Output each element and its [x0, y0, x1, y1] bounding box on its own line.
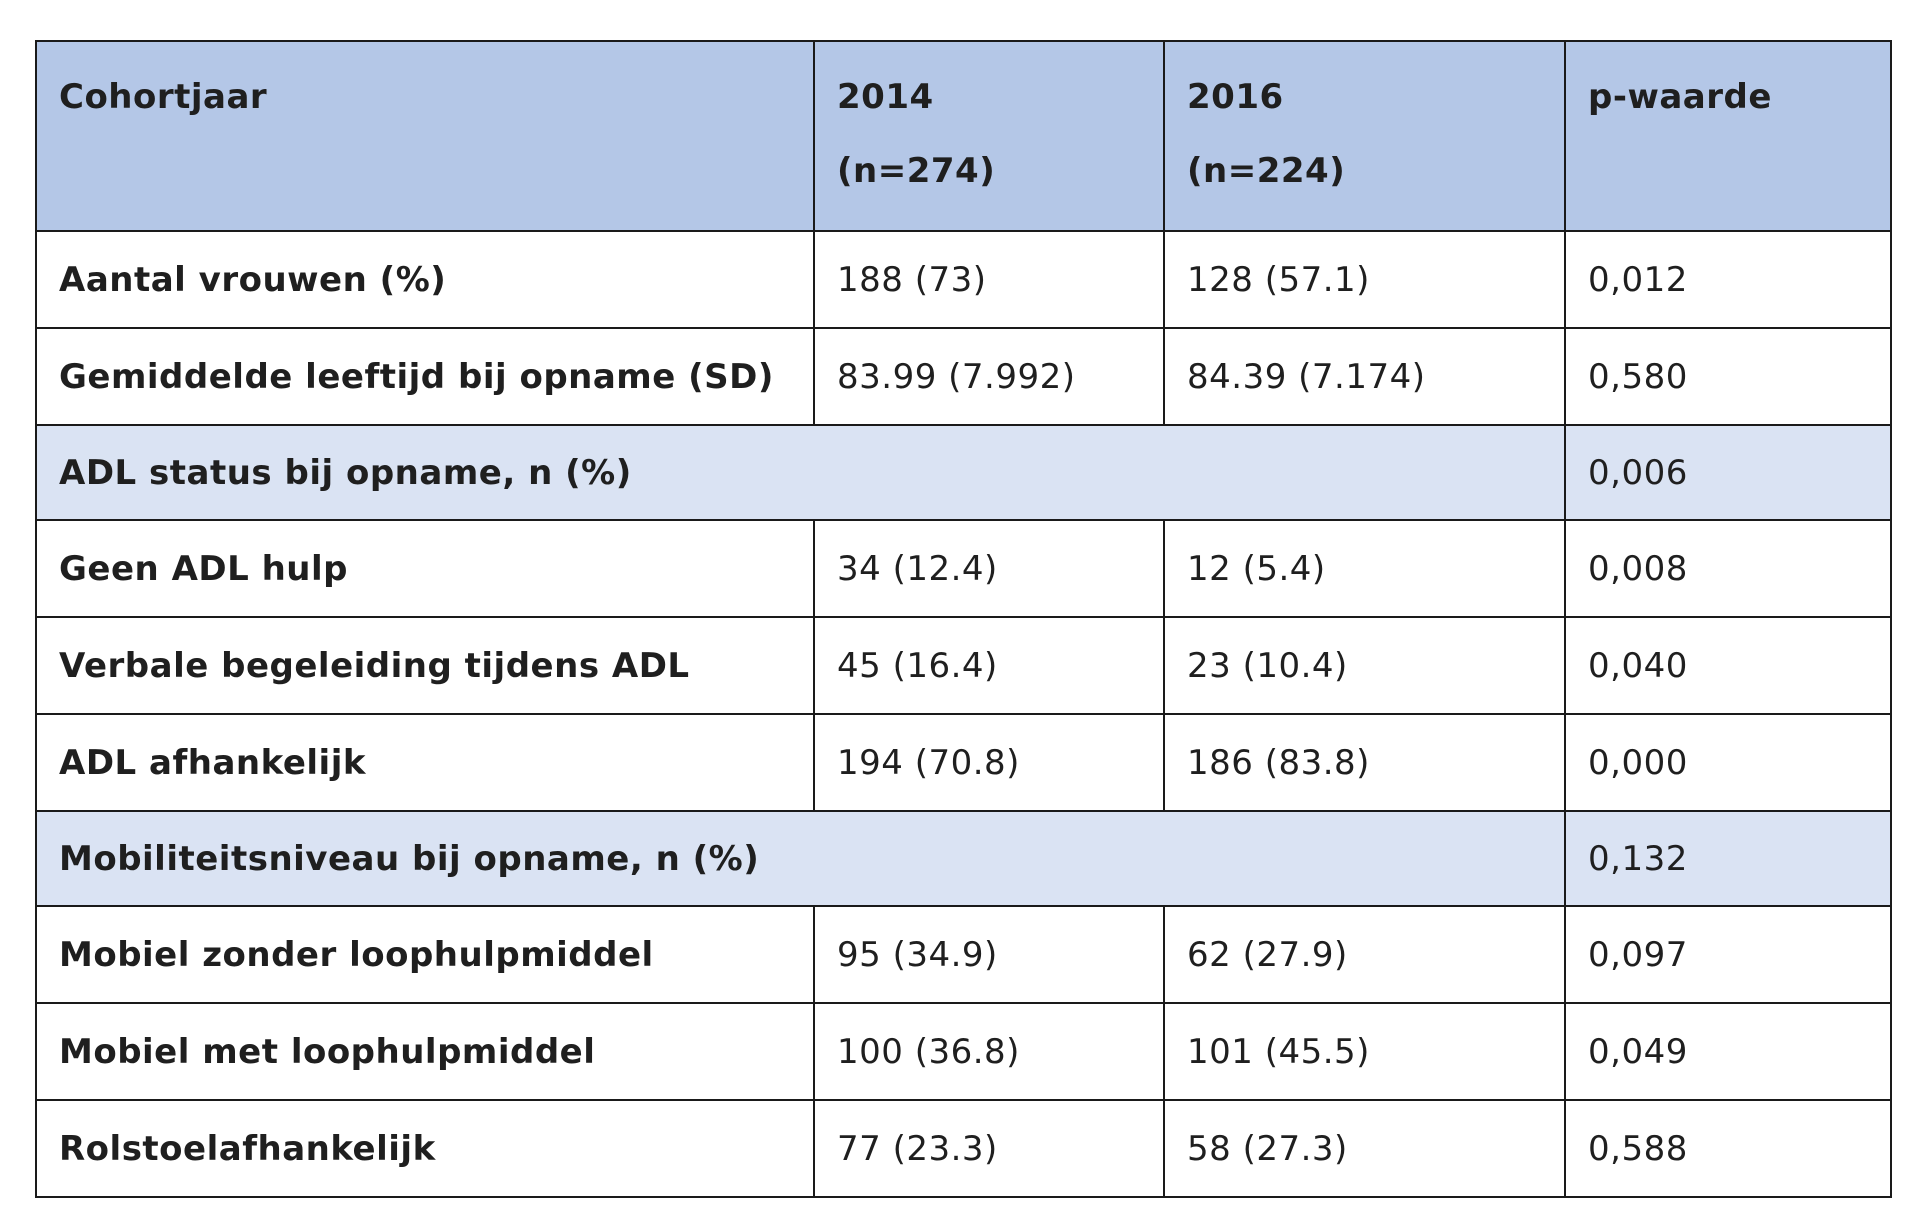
cell-p-value: 0,588	[1564, 1099, 1892, 1198]
table-row: ADL afhankelijk 194 (70.8) 186 (83.8) 0,…	[35, 713, 1892, 812]
cell-2014: 194 (70.8)	[813, 713, 1165, 812]
cell-2014: 188 (73)	[813, 230, 1165, 329]
header-2014-n: (n=274)	[837, 151, 996, 191]
cell-2016: 128 (57.1)	[1163, 230, 1566, 329]
cell-p-value: 0,008	[1564, 519, 1892, 618]
table-body: Aantal vrouwen (%) 188 (73) 128 (57.1) 0…	[35, 230, 1892, 1198]
cell-2016: 23 (10.4)	[1163, 616, 1566, 715]
cell-p-value: 0,012	[1564, 230, 1892, 329]
cell-p-value: 0,580	[1564, 327, 1892, 426]
header-row: Cohortjaar 2014 (n=274) 2016 (n=224) p-w…	[35, 40, 1892, 232]
cell-p-value: 0,097	[1564, 905, 1892, 1004]
header-p-waarde: p-waarde	[1564, 40, 1892, 232]
table-row: Rolstoelafhankelijk 77 (23.3) 58 (27.3) …	[35, 1099, 1892, 1198]
cell-p-value: 0,049	[1564, 1002, 1892, 1101]
row-label: Verbale begeleiding tijdens ADL	[35, 616, 815, 715]
cell-2014: 95 (34.9)	[813, 905, 1165, 1004]
cohort-table-container: Cohortjaar 2014 (n=274) 2016 (n=224) p-w…	[35, 40, 1892, 1198]
row-label: Geen ADL hulp	[35, 519, 815, 618]
cell-p-value: 0,132	[1564, 810, 1892, 907]
table-header: Cohortjaar 2014 (n=274) 2016 (n=224) p-w…	[35, 40, 1892, 232]
table-row: Aantal vrouwen (%) 188 (73) 128 (57.1) 0…	[35, 230, 1892, 329]
table-row: Mobiel zonder loophulpmiddel 95 (34.9) 6…	[35, 905, 1892, 1004]
header-2016-n: (n=224)	[1187, 151, 1346, 191]
cell-p-value: 0,006	[1564, 424, 1892, 521]
cell-2014: 34 (12.4)	[813, 519, 1165, 618]
header-cohortjaar-label: Cohortjaar	[59, 77, 268, 117]
row-label: Gemiddelde leeftijd bij opname (SD)	[35, 327, 815, 426]
row-label: Mobiel met loophulpmiddel	[35, 1002, 815, 1101]
row-label: ADL afhankelijk	[35, 713, 815, 812]
header-2014-year: 2014	[837, 77, 934, 117]
row-label: Aantal vrouwen (%)	[35, 230, 815, 329]
cell-p-value: 0,040	[1564, 616, 1892, 715]
table-row: Gemiddelde leeftijd bij opname (SD) 83.9…	[35, 327, 1892, 426]
cell-2016: 58 (27.3)	[1163, 1099, 1566, 1198]
cell-2014: 77 (23.3)	[813, 1099, 1165, 1198]
table-row: Geen ADL hulp 34 (12.4) 12 (5.4) 0,008	[35, 519, 1892, 618]
section-row: ADL status bij opname, n (%) 0,006	[35, 424, 1892, 521]
cell-2016: 101 (45.5)	[1163, 1002, 1566, 1101]
header-2016: 2016 (n=224)	[1163, 40, 1566, 232]
cell-2014: 45 (16.4)	[813, 616, 1165, 715]
cohort-comparison-table: Cohortjaar 2014 (n=274) 2016 (n=224) p-w…	[35, 40, 1892, 1198]
cell-2016: 84.39 (7.174)	[1163, 327, 1566, 426]
cell-2016: 12 (5.4)	[1163, 519, 1566, 618]
section-row: Mobiliteitsniveau bij opname, n (%) 0,13…	[35, 810, 1892, 907]
header-2014: 2014 (n=274)	[813, 40, 1165, 232]
section-label: Mobiliteitsniveau bij opname, n (%)	[35, 810, 1566, 907]
cell-2016: 186 (83.8)	[1163, 713, 1566, 812]
cell-2016: 62 (27.9)	[1163, 905, 1566, 1004]
header-cohortjaar: Cohortjaar	[35, 40, 815, 232]
row-label: Mobiel zonder loophulpmiddel	[35, 905, 815, 1004]
section-label: ADL status bij opname, n (%)	[35, 424, 1566, 521]
cell-2014: 83.99 (7.992)	[813, 327, 1165, 426]
row-label: Rolstoelafhankelijk	[35, 1099, 815, 1198]
table-row: Verbale begeleiding tijdens ADL 45 (16.4…	[35, 616, 1892, 715]
table-row: Mobiel met loophulpmiddel 100 (36.8) 101…	[35, 1002, 1892, 1101]
header-2016-year: 2016	[1187, 77, 1284, 117]
header-p-waarde-label: p-waarde	[1588, 77, 1772, 117]
cell-p-value: 0,000	[1564, 713, 1892, 812]
cell-2014: 100 (36.8)	[813, 1002, 1165, 1101]
